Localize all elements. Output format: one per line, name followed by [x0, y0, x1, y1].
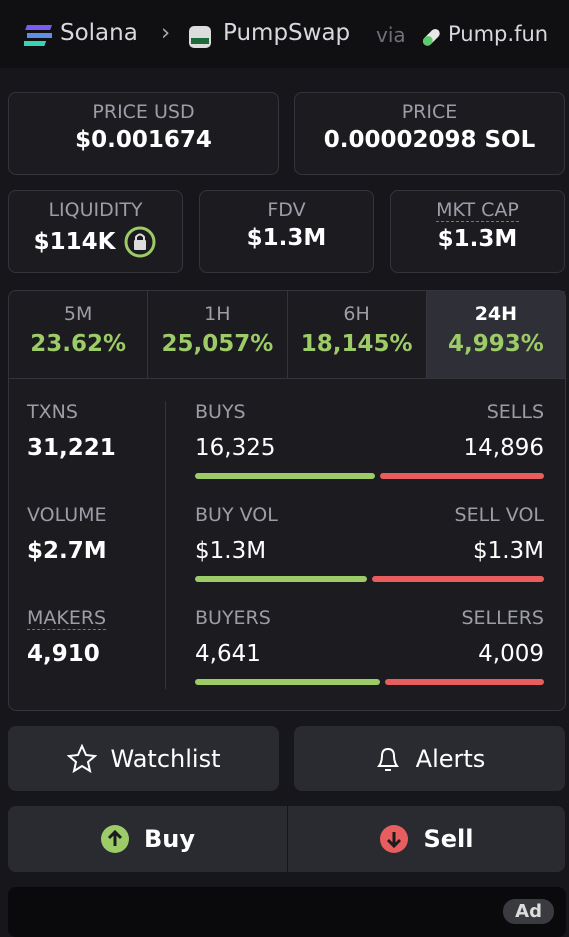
label: MKT CAP	[436, 199, 519, 222]
sell-value: $1.3M	[472, 538, 544, 564]
down-icon	[380, 825, 409, 853]
timeframe-tab[interactable]: 24H 4,993%	[426, 291, 565, 378]
stat-label: VOLUME	[27, 504, 107, 526]
label: PRICE USD	[92, 101, 195, 123]
metric-card: LIQUIDITY $114K	[8, 190, 183, 273]
label: PRICE	[401, 101, 458, 123]
label: Alerts	[415, 744, 486, 773]
value-row: $1.3M	[391, 226, 564, 252]
lock-icon	[124, 226, 156, 258]
sell-bar	[384, 679, 544, 685]
buy-label: BUYERS	[195, 607, 271, 629]
sell-label: SELLERS	[461, 607, 544, 629]
dex[interactable]: PumpSwap	[223, 20, 351, 46]
price-card: PRICE 0.00002098 SOL	[294, 92, 565, 175]
value: 0.00002098 SOL	[323, 127, 536, 153]
label: Buy	[143, 825, 196, 853]
buy-button[interactable]: Buy	[8, 806, 287, 872]
value: $1.3M	[437, 226, 518, 252]
chain[interactable]: Solana	[60, 20, 138, 46]
stat-value: 31,221	[27, 435, 116, 461]
dex-icon	[189, 26, 211, 48]
sell-value: 4,009	[478, 641, 544, 667]
ad-badge: Ad	[503, 899, 554, 924]
launchpad-icon	[422, 28, 440, 46]
up-icon	[100, 825, 129, 853]
alerts-button[interactable]: Alerts	[294, 726, 565, 791]
buy-value: 16,325	[195, 435, 276, 461]
timeframe-tabs: 5M 23.62% 1H 25,057% 6H 18,145% 24H 4,993%	[9, 291, 565, 378]
solana-icon	[24, 25, 52, 46]
price-change: 23.62%	[30, 331, 127, 357]
timeframe-label: 1H	[204, 303, 231, 325]
stats-panel: 5M 23.62% 1H 25,057% 6H 18,145% 24H 4,993% TXNS…	[8, 290, 566, 711]
buy-value: $1.3M	[195, 538, 267, 564]
buy-bar	[195, 473, 375, 479]
stat-label: MAKERS	[27, 607, 107, 630]
price-usd-card: PRICE USD $0.001674	[8, 92, 279, 175]
via: via	[376, 23, 406, 47]
price-change: 25,057%	[161, 331, 274, 357]
price-change: 18,145%	[300, 331, 413, 357]
value: $114K	[33, 229, 116, 255]
launchpad[interactable]: Pump.fun	[448, 22, 549, 46]
sell-bar	[379, 473, 544, 479]
metric-card: FDV $1.3M	[199, 190, 374, 273]
buy-value: 4,641	[195, 641, 261, 667]
sell-value: 14,896	[463, 435, 544, 461]
sell-label: SELLS	[486, 401, 544, 423]
label: FDV	[267, 199, 306, 221]
sell-button[interactable]: Sell	[288, 806, 565, 872]
timeframe-label: 6H	[343, 303, 370, 325]
sell-label: SELL VOL	[454, 504, 544, 526]
divider	[165, 401, 166, 689]
sell-bar	[372, 576, 544, 582]
label: Sell	[423, 825, 474, 853]
label: LIQUIDITY	[48, 199, 143, 221]
bell-icon	[376, 747, 399, 771]
timeframe-tab[interactable]: 6H 18,145%	[288, 291, 427, 378]
price-change: 4,993%	[447, 331, 544, 357]
buy-label: BUYS	[195, 401, 246, 423]
value: $0.001674	[75, 127, 212, 153]
timeframe-tab[interactable]: 1H 25,057%	[148, 291, 288, 378]
value-row: $114K	[9, 225, 182, 259]
buy-label: BUY VOL	[195, 504, 278, 526]
divider	[9, 378, 565, 379]
stat-label: TXNS	[27, 401, 78, 423]
timeframe-tab[interactable]: 5M 23.62%	[9, 291, 149, 378]
timeframe-label: 5M	[63, 303, 93, 325]
stat-value: $2.7M	[27, 538, 107, 564]
separator: ›	[161, 20, 171, 46]
value: $1.3M	[246, 225, 327, 251]
header: Solana › PumpSwap via Pump.fun	[0, 0, 569, 68]
label: Watchlist	[110, 744, 221, 773]
ad-card: Ad	[8, 887, 566, 937]
buy-bar	[195, 679, 380, 685]
metric-card: MKT CAP $1.3M	[390, 190, 565, 273]
buy-bar	[195, 576, 367, 582]
stat-value: 4,910	[27, 641, 100, 667]
star-icon	[66, 743, 97, 773]
watchlist-button[interactable]: Watchlist	[8, 726, 279, 791]
timeframe-label: 24H	[474, 303, 518, 325]
value-row: $1.3M	[200, 225, 373, 251]
